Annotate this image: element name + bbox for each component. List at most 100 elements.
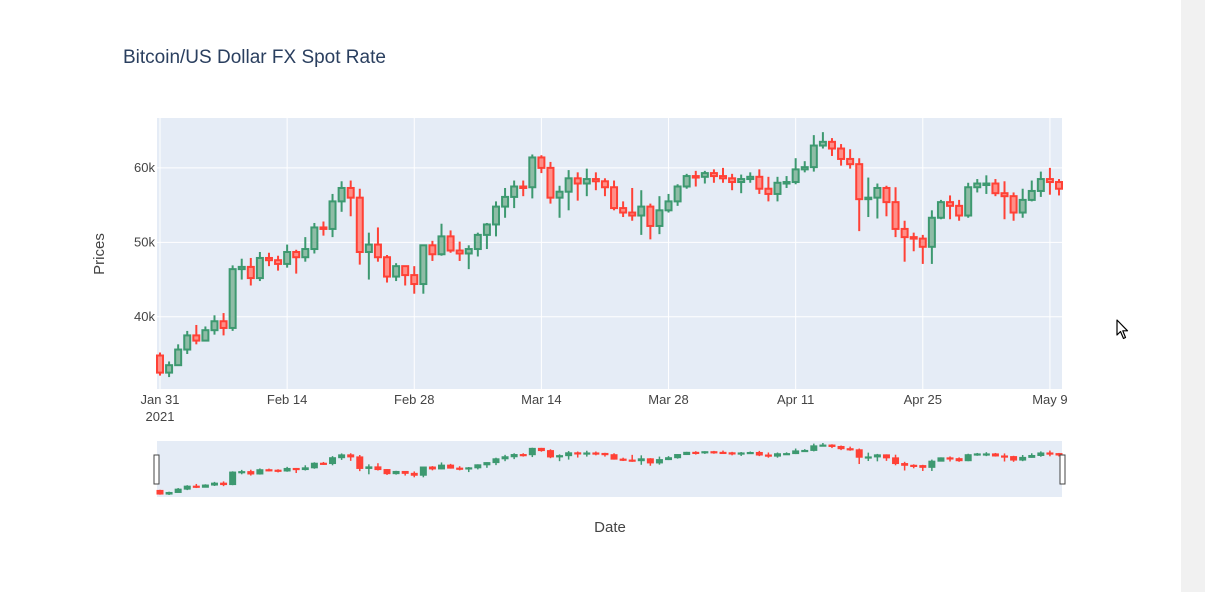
candle-body[interactable] — [555, 190, 564, 199]
candle-body[interactable] — [464, 248, 473, 255]
candle-body[interactable] — [610, 186, 619, 210]
candle-body[interactable] — [564, 177, 573, 193]
candle-body[interactable] — [201, 329, 210, 342]
candle-body[interactable] — [183, 334, 192, 351]
candle-body[interactable] — [782, 181, 791, 185]
candle-body[interactable] — [1036, 178, 1045, 192]
candle-body[interactable] — [1009, 195, 1018, 214]
candle-body[interactable] — [292, 251, 301, 259]
candle-body[interactable] — [473, 233, 482, 251]
candle-body[interactable] — [1000, 192, 1009, 198]
candle-body[interactable] — [764, 187, 773, 195]
candle-body[interactable] — [619, 207, 628, 214]
candle-body[interactable] — [955, 204, 964, 217]
candle-body[interactable] — [709, 172, 718, 178]
candle-body[interactable] — [383, 256, 392, 278]
candle-body[interactable] — [700, 172, 709, 178]
candle-body[interactable] — [855, 163, 864, 201]
candle-body[interactable] — [637, 205, 646, 217]
candle-body[interactable] — [519, 185, 528, 189]
candle-body[interactable] — [410, 274, 419, 286]
page-scrollbar[interactable] — [1181, 0, 1205, 592]
candle-body[interactable] — [673, 185, 682, 203]
candle-body[interactable] — [528, 156, 537, 189]
candle-body[interactable] — [283, 251, 292, 265]
candle-body[interactable] — [337, 186, 346, 203]
candle-body[interactable] — [900, 227, 909, 239]
candles[interactable] — [156, 132, 1063, 378]
candle-body[interactable] — [192, 334, 201, 342]
candle-body[interactable] — [582, 178, 591, 185]
candle-body[interactable] — [646, 205, 655, 227]
candle-body[interactable] — [310, 226, 319, 251]
candle-body[interactable] — [837, 147, 846, 160]
candle-body[interactable] — [755, 175, 764, 190]
candle-body[interactable] — [364, 243, 373, 254]
candle-body[interactable] — [401, 265, 410, 277]
candle-body[interactable] — [846, 157, 855, 166]
candle-body[interactable] — [628, 211, 637, 217]
candle-body[interactable] — [346, 186, 355, 199]
rangeslider-handle-right[interactable] — [1059, 454, 1066, 485]
candle-body[interactable] — [437, 235, 446, 256]
candle-body[interactable] — [237, 265, 246, 271]
candle-body[interactable] — [319, 226, 328, 230]
candle-body[interactable] — [719, 175, 728, 180]
candle-body[interactable] — [982, 182, 991, 187]
candle-body[interactable] — [800, 166, 809, 171]
candle-body[interactable] — [573, 177, 582, 185]
candle-body[interactable] — [818, 140, 827, 147]
candle-body[interactable] — [991, 182, 1000, 195]
candle-body[interactable] — [274, 259, 283, 265]
candle-body[interactable] — [1045, 178, 1054, 184]
candle-body[interactable] — [728, 177, 737, 184]
candle-body[interactable] — [664, 200, 673, 212]
candle-body[interactable] — [301, 248, 310, 259]
candle-body[interactable] — [791, 168, 800, 184]
candle-body[interactable] — [746, 175, 755, 181]
candle-body[interactable] — [255, 256, 264, 280]
candle-body[interactable] — [419, 244, 428, 286]
candle-body[interactable] — [428, 244, 437, 256]
candle-body[interactable] — [918, 237, 927, 248]
candle-body[interactable] — [501, 195, 510, 208]
candle-body[interactable] — [446, 235, 455, 252]
candle-body[interactable] — [1027, 189, 1036, 201]
candle-body[interactable] — [827, 140, 836, 150]
candle-body[interactable] — [355, 196, 364, 254]
candle-body[interactable] — [228, 268, 237, 329]
candle-body[interactable] — [328, 200, 337, 230]
candle-body[interactable] — [455, 249, 464, 255]
candle-body[interactable] — [392, 265, 401, 278]
rangeslider-handle-left[interactable] — [153, 454, 160, 485]
candle-body[interactable] — [165, 364, 174, 374]
candle-body[interactable] — [873, 186, 882, 199]
candle-body[interactable] — [909, 236, 918, 240]
candle-body[interactable] — [591, 178, 600, 183]
candle-body[interactable] — [691, 175, 700, 179]
candle-body[interactable] — [936, 201, 945, 219]
candle-body[interactable] — [246, 265, 255, 280]
candle-body[interactable] — [1018, 198, 1027, 214]
candle-body[interactable] — [773, 181, 782, 195]
candle-body[interactable] — [737, 178, 746, 184]
candle-body[interactable] — [864, 196, 873, 201]
candle-body[interactable] — [964, 186, 973, 217]
candle-body[interactable] — [482, 223, 491, 236]
candle-body[interactable] — [491, 205, 500, 226]
candle-body[interactable] — [156, 354, 164, 374]
candle-body[interactable] — [546, 166, 555, 199]
candle-body[interactable] — [600, 180, 609, 189]
candle-body[interactable] — [809, 144, 818, 169]
candle-body[interactable] — [927, 216, 936, 248]
candle-body[interactable] — [174, 348, 183, 367]
candle-body[interactable] — [510, 185, 519, 198]
candle-body[interactable] — [264, 256, 273, 262]
candle-body[interactable] — [219, 320, 228, 329]
candle-body[interactable] — [537, 156, 546, 169]
candle-body[interactable] — [882, 186, 891, 204]
candle-body[interactable] — [655, 209, 664, 227]
candle-body[interactable] — [373, 243, 382, 259]
candle-body[interactable] — [1055, 181, 1063, 190]
candle-body[interactable] — [682, 175, 691, 188]
